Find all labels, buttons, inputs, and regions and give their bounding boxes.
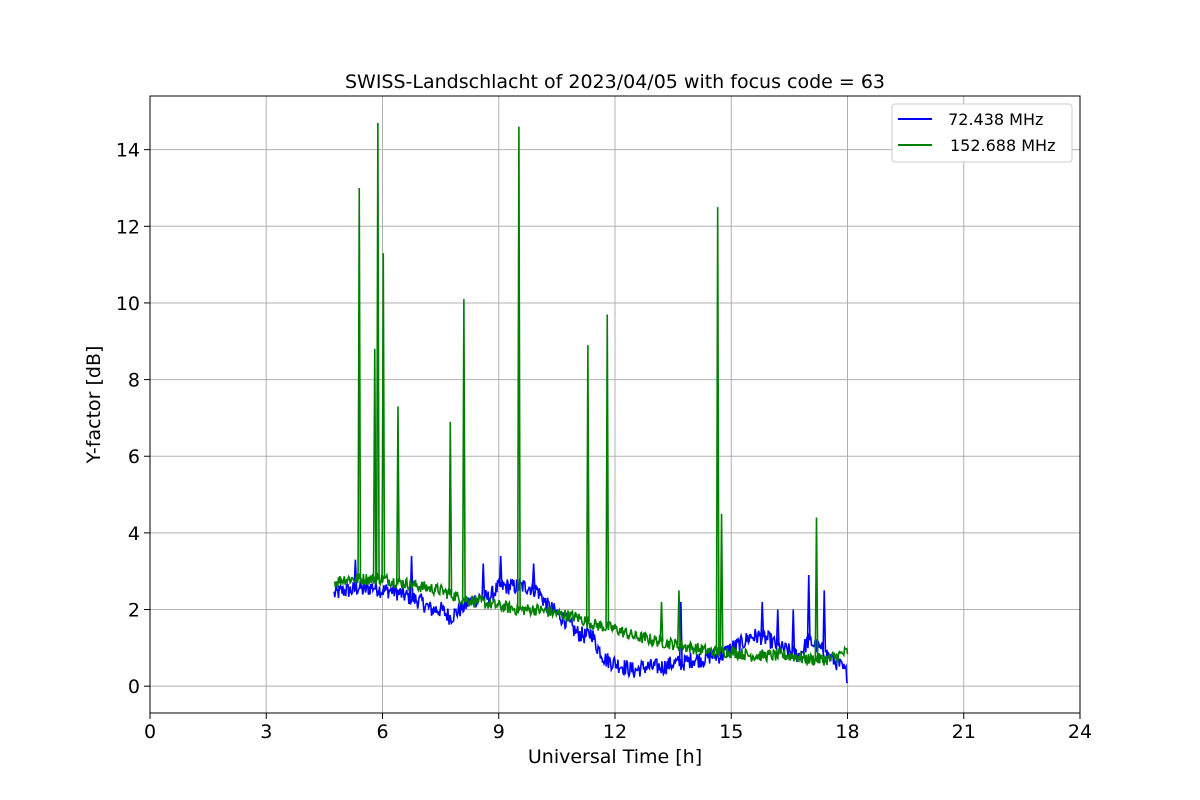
series-spike [396, 406, 400, 582]
series-spike [715, 207, 720, 652]
series-2 [333, 122, 849, 667]
y-tick-label: 14 [116, 140, 140, 162]
series-line [333, 572, 849, 667]
legend-label-series-2: 152.688 MHz [950, 136, 1055, 155]
chart-title: SWISS-Landschlacht of 2023/04/05 with fo… [345, 71, 885, 93]
series-spike [605, 314, 610, 628]
series-layer [333, 122, 849, 684]
y-tick-label: 0 [128, 676, 140, 698]
y-axis-label: Y-factor [dB] [83, 346, 105, 465]
series-spike [516, 126, 521, 610]
x-tick-label: 0 [144, 721, 156, 743]
series-spike [775, 609, 780, 647]
y-tick-label: 2 [128, 600, 140, 622]
x-tick-label: 18 [835, 721, 859, 743]
series-line [333, 577, 849, 684]
series-spike [676, 590, 681, 646]
series-spike [481, 563, 486, 599]
series-spike [822, 590, 827, 653]
series-spike [806, 575, 811, 641]
y-tick-label: 8 [128, 370, 140, 392]
y-tick-label: 12 [116, 216, 140, 238]
x-tick-label: 9 [493, 721, 505, 743]
series-spike [357, 187, 362, 579]
series-spike [381, 253, 386, 580]
legend-label-series-1: 72.438 MHz [943, 110, 1043, 129]
series-spike [372, 348, 377, 579]
series-spike [448, 421, 453, 595]
y-tick-label: 6 [128, 446, 140, 468]
legend-box [891, 103, 1073, 163]
x-tick-label: 15 [719, 721, 743, 743]
x-axis-label: Universal Time [h] [528, 746, 702, 768]
series-spike [461, 299, 466, 599]
y-tick-label: 4 [128, 523, 140, 545]
series-spike [498, 555, 503, 587]
series-spike [659, 601, 664, 642]
x-tick-label: 6 [376, 721, 388, 743]
x-tick-label: 24 [1068, 721, 1092, 743]
series-spike [531, 563, 536, 589]
x-tick-label: 3 [260, 721, 272, 743]
y-tick-label: 10 [116, 293, 140, 315]
series-spike [719, 513, 724, 652]
series-spike [375, 122, 380, 579]
series-spike [814, 517, 819, 660]
series-spike [760, 601, 765, 638]
series-spike [791, 609, 796, 654]
x-tick-label: 21 [952, 721, 976, 743]
legend: 72.438 MHz 152.688 MHz [891, 103, 1073, 163]
x-tick-label: 12 [603, 721, 627, 743]
series-spike [585, 345, 590, 622]
